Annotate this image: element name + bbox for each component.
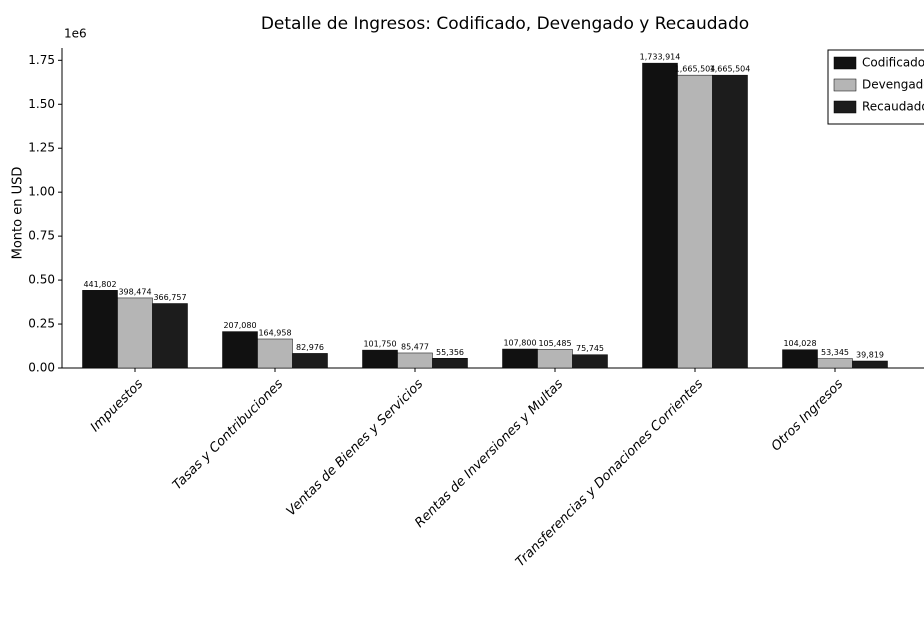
- bar: [222, 331, 258, 369]
- legend-swatch: [833, 100, 857, 114]
- y-tick-label: 1.25: [28, 141, 55, 155]
- value-label: 53,345: [821, 348, 849, 357]
- y-offset: 1e6: [64, 27, 87, 41]
- bar: [117, 297, 153, 369]
- y-tick-label: 0.00: [28, 361, 55, 375]
- y-tick-label: 1.75: [28, 53, 55, 67]
- value-label: 366,757: [153, 293, 186, 302]
- value-label: 85,477: [401, 342, 429, 351]
- value-label: 75,745: [576, 344, 604, 353]
- legend-label: Codificado: [862, 56, 924, 70]
- bar: [782, 349, 818, 369]
- value-label: 207,080: [223, 321, 256, 330]
- bar: [502, 348, 538, 369]
- bar: [712, 74, 748, 369]
- bar: [852, 360, 888, 369]
- value-label: 1,733,914: [640, 53, 681, 62]
- value-label: 107,800: [503, 339, 536, 348]
- value-label: 398,474: [118, 287, 151, 296]
- bar: [642, 62, 678, 369]
- legend-label: Devengado: [862, 78, 924, 92]
- bar: [677, 74, 713, 369]
- x-tick-label: Ventas de Bienes y Servicios: [284, 377, 427, 520]
- legend-swatch: [833, 56, 857, 70]
- x-tick-label: Tasas y Contribuciones: [170, 377, 287, 494]
- value-label: 1,665,504: [710, 65, 751, 74]
- bar: [257, 338, 293, 369]
- legend-swatch: [833, 78, 857, 92]
- x-tick-label: Otros Ingresos: [769, 377, 847, 455]
- value-label: 105,485: [538, 339, 571, 348]
- bar: [572, 354, 608, 369]
- chart-title: Detalle de Ingresos: Codificado, Devenga…: [261, 14, 749, 34]
- y-axis-label: Monto en USD: [11, 167, 26, 260]
- bar: [397, 352, 433, 369]
- bar: [362, 349, 398, 369]
- bar: [817, 358, 853, 369]
- y-tick-label: 0.75: [28, 229, 55, 243]
- value-label: 164,958: [258, 328, 291, 337]
- y-tick-label: 0.25: [28, 317, 55, 331]
- y-tick-label: 1.50: [28, 97, 55, 111]
- value-label: 39,819: [856, 350, 884, 359]
- bar: [292, 353, 328, 369]
- value-label: 101,750: [363, 340, 396, 349]
- value-label: 441,802: [83, 280, 116, 289]
- value-label: 55,356: [436, 348, 464, 357]
- y-tick-label: 0.50: [28, 273, 55, 287]
- bar: [82, 290, 118, 369]
- value-label: 1,665,504: [675, 65, 716, 74]
- x-tick-label: Rentas de Inversiones y Multas: [412, 377, 566, 531]
- value-label: 104,028: [783, 339, 816, 348]
- x-tick-label: Impuestos: [88, 377, 147, 436]
- bar: [537, 349, 573, 369]
- y-tick-label: 1.00: [28, 185, 55, 199]
- value-label: 82,976: [296, 343, 324, 352]
- bar: [152, 303, 188, 369]
- bar: [432, 358, 468, 369]
- legend-label: Recaudado: [862, 100, 924, 114]
